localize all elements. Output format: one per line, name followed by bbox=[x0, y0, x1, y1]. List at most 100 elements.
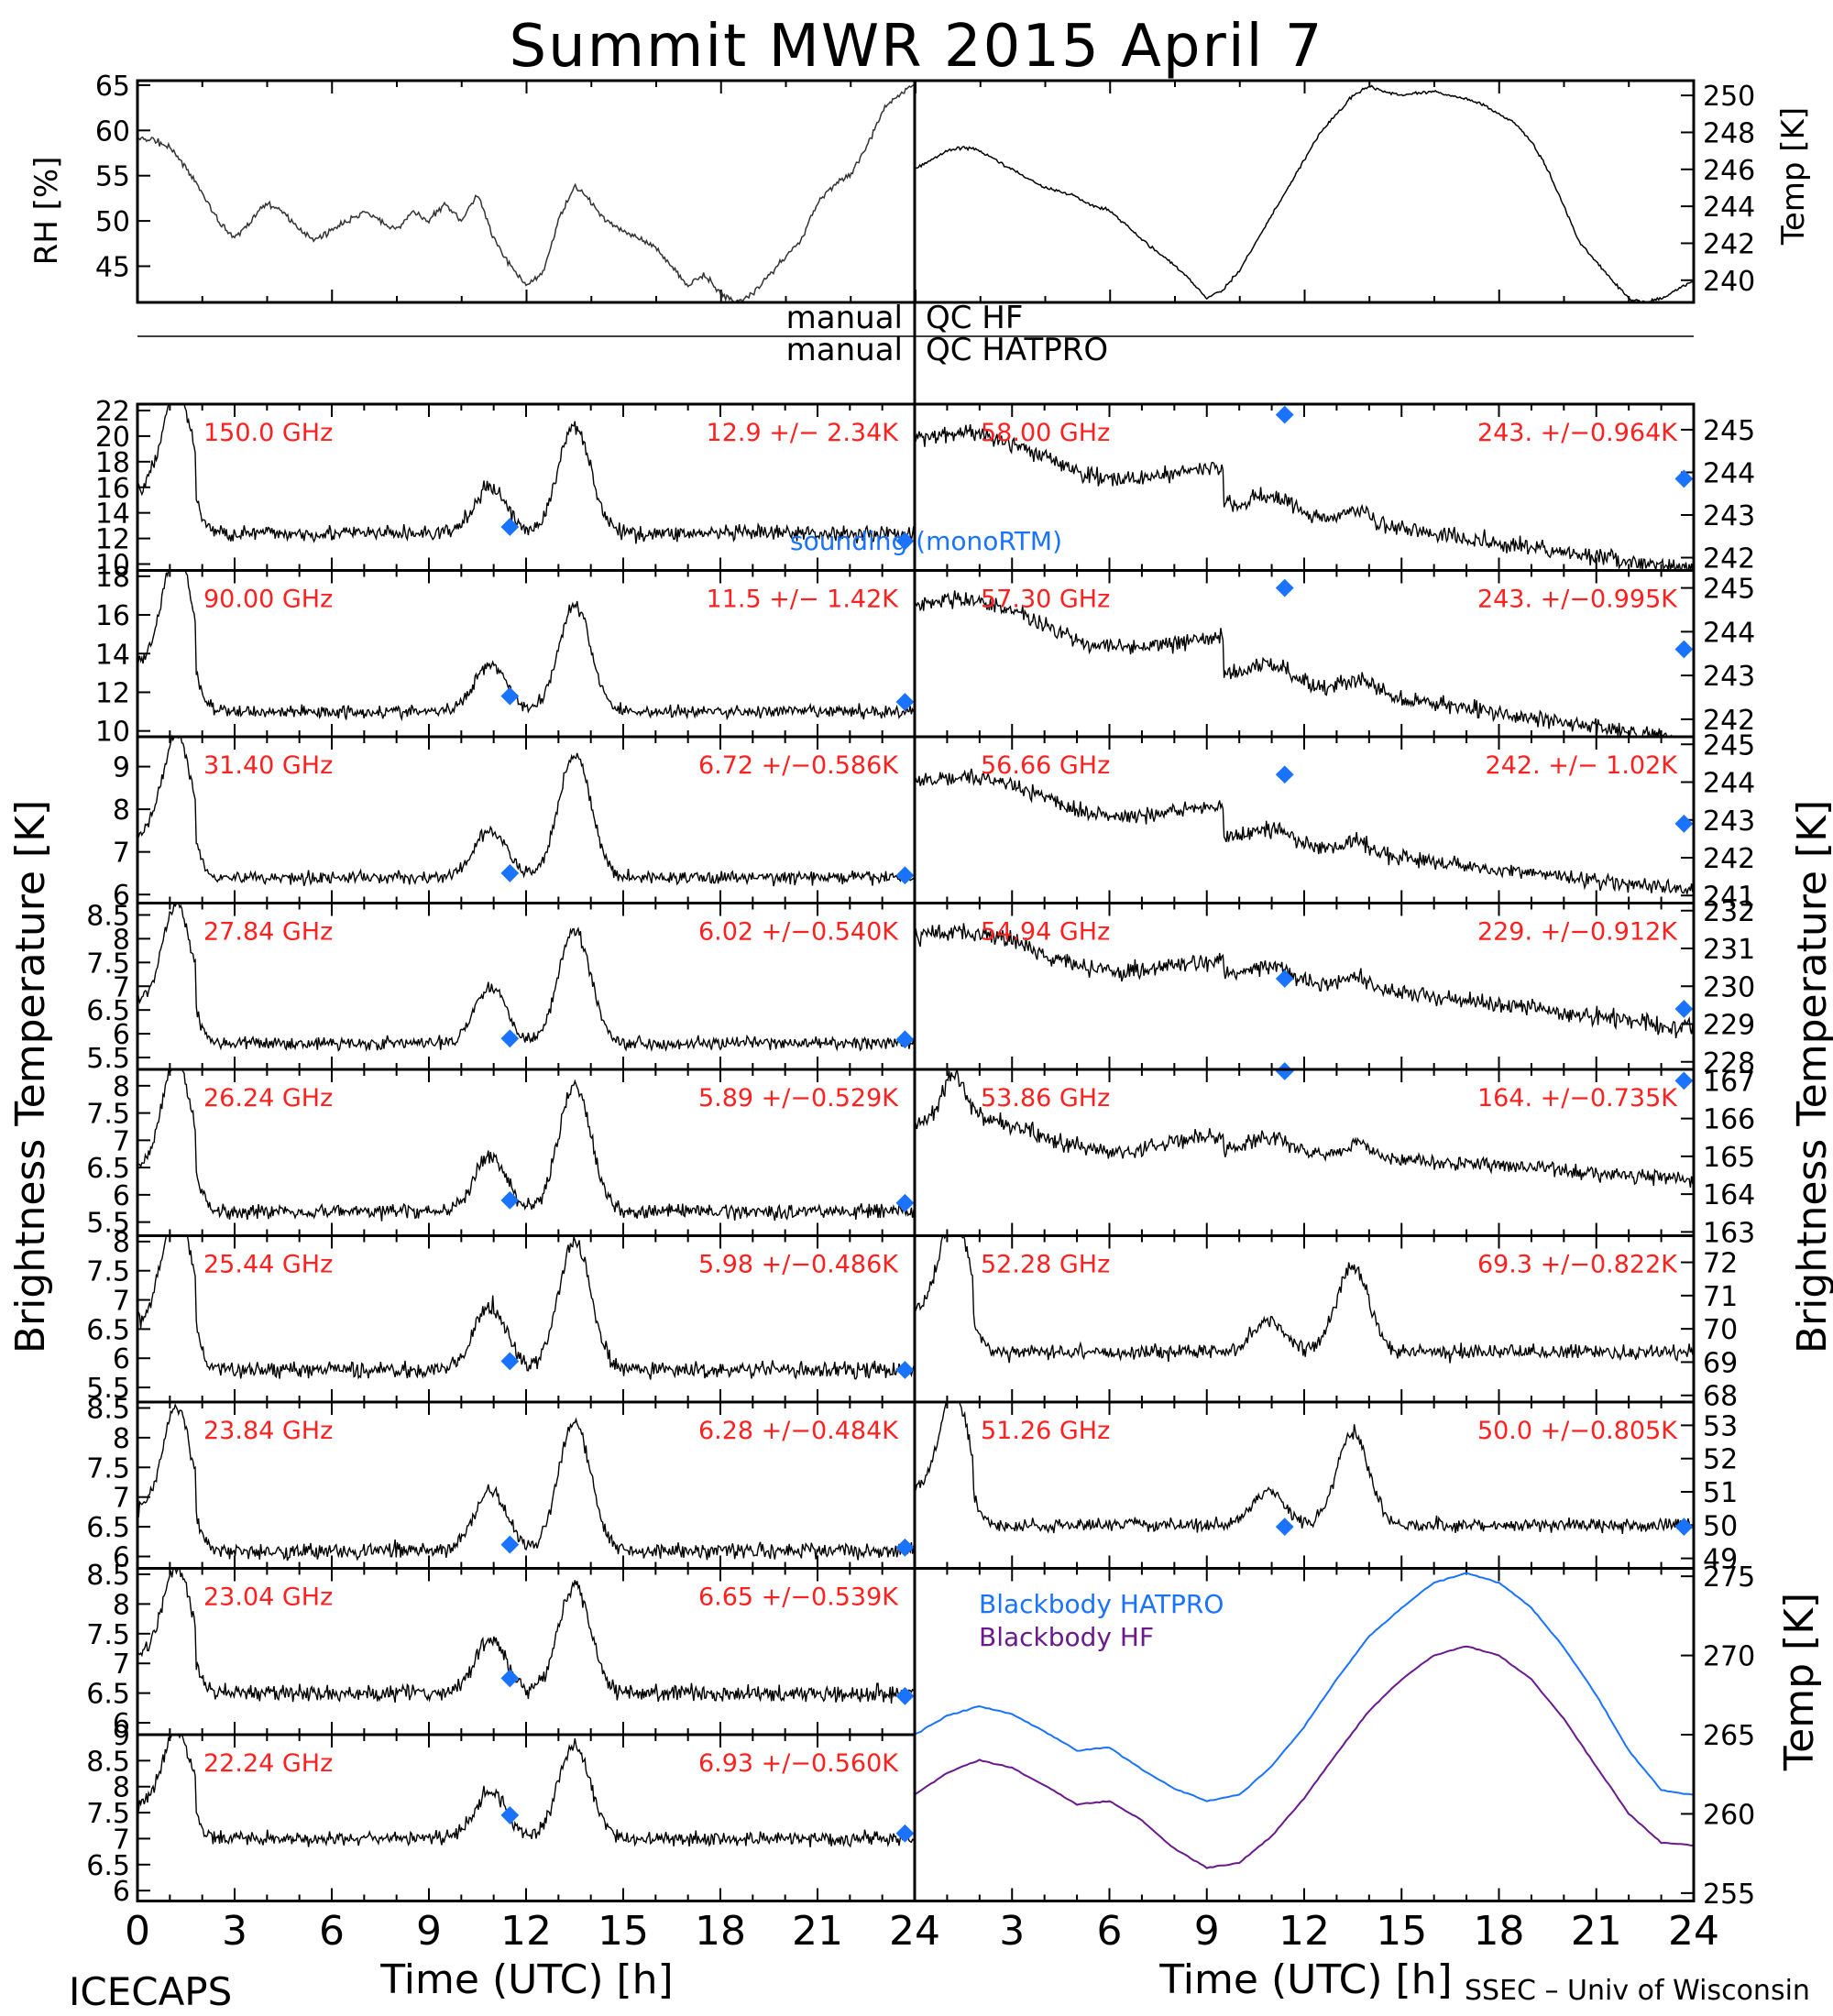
channel-label: 56.66 GHz bbox=[981, 751, 1110, 780]
y-tick-label: 7 bbox=[113, 971, 130, 1003]
y-tick-label: 5.5 bbox=[86, 1043, 130, 1075]
y-tick-label: 6 bbox=[113, 1180, 130, 1212]
y-tick-label: 230 bbox=[1703, 971, 1755, 1003]
y-tick-label: 68 bbox=[1703, 1381, 1738, 1413]
y-tick-label: 8.5 bbox=[86, 1560, 130, 1592]
tb-right-3-series bbox=[914, 923, 1695, 1039]
qc-manual-hf: manual bbox=[786, 300, 903, 336]
x-tick-label: 18 bbox=[1474, 1908, 1525, 1955]
y-tick-label: 10 bbox=[95, 550, 130, 582]
channel-stat: 229. +/−0.912K bbox=[1477, 918, 1678, 947]
y-tick-label: 7.5 bbox=[86, 1452, 130, 1485]
y-tick-label: 242 bbox=[1703, 228, 1755, 260]
chart-title: Summit MWR 2015 April 7 bbox=[510, 13, 1324, 81]
y-tick-label: 50 bbox=[95, 206, 130, 238]
model-diamond bbox=[1275, 765, 1294, 784]
y-tick-label: 52 bbox=[1703, 1444, 1738, 1476]
y-tick-label: 231 bbox=[1703, 934, 1755, 966]
qc-manual-hatpro: manual bbox=[786, 332, 903, 368]
channel-label: 31.40 GHz bbox=[203, 751, 333, 780]
channel-label: 22.24 GHz bbox=[203, 1749, 333, 1778]
y-tick-label: 7 bbox=[113, 838, 130, 870]
y-tick-label: 8 bbox=[113, 1772, 130, 1804]
y-tick-label: 7 bbox=[113, 1649, 130, 1681]
tb-right-2-series bbox=[914, 768, 1695, 894]
temp-bottom-axis-label: Temp [K] bbox=[1776, 1593, 1823, 1771]
y-tick-label: 6.5 bbox=[86, 1153, 130, 1185]
y-tick-label: 20 bbox=[95, 422, 130, 454]
y-tick-label: 7.5 bbox=[86, 1619, 130, 1651]
y-tick-label: 6 bbox=[113, 1876, 130, 1908]
tb-left-5: 5.566.577.58 25.44 GHz 5.98 +/−0.486K bbox=[86, 1227, 916, 1405]
channel-label: 53.86 GHz bbox=[981, 1084, 1110, 1112]
x-tick-label: 15 bbox=[1376, 1908, 1427, 1955]
model-diamond bbox=[500, 1535, 520, 1554]
channel-label: 150.0 GHz bbox=[203, 419, 333, 447]
y-tick-label: 7.5 bbox=[86, 948, 130, 980]
y-tick-label: 14 bbox=[95, 639, 130, 671]
channel-stat: 5.98 +/−0.486K bbox=[698, 1251, 899, 1279]
y-tick-label: 6.5 bbox=[86, 1512, 130, 1544]
y-tick-label: 14 bbox=[95, 499, 130, 531]
tb-left-7-series bbox=[137, 1567, 916, 1704]
y-tick-label: 244 bbox=[1703, 768, 1755, 800]
x-tick-label: 9 bbox=[1194, 1908, 1220, 1955]
tb-right-0-series bbox=[914, 423, 1695, 573]
y-tick-label: 245 bbox=[1703, 415, 1755, 447]
sounding-legend: sounding (monoRTM) bbox=[790, 526, 1062, 556]
tb-left-6-series bbox=[137, 1402, 916, 1561]
y-tick-label: 7 bbox=[113, 1286, 130, 1318]
channel-label: 57.30 GHz bbox=[981, 586, 1110, 614]
x-tick-label: 24 bbox=[889, 1908, 940, 1955]
model-diamond bbox=[1674, 1071, 1694, 1090]
x-tick-label: 12 bbox=[1279, 1908, 1330, 1955]
y-tick-label: 242 bbox=[1703, 705, 1755, 737]
channel-label: 27.84 GHz bbox=[203, 918, 333, 947]
y-tick-label: 6 bbox=[113, 1542, 130, 1574]
x-tick-label: 24 bbox=[1668, 1908, 1719, 1955]
channel-label: 51.26 GHz bbox=[981, 1417, 1110, 1445]
channel-stat: 6.93 +/−0.560K bbox=[698, 1749, 899, 1778]
model-diamond bbox=[500, 1029, 520, 1048]
y-tick-label: 7.5 bbox=[86, 1256, 130, 1288]
y-tick-label: 260 bbox=[1703, 1799, 1755, 1831]
y-tick-label: 9 bbox=[113, 1720, 130, 1752]
channel-label: 23.04 GHz bbox=[203, 1583, 333, 1612]
y-tick-label: 265 bbox=[1703, 1720, 1755, 1752]
channel-label: 54.94 GHz bbox=[981, 918, 1110, 947]
x-tick-label: 0 bbox=[125, 1908, 150, 1955]
y-tick-label: 7 bbox=[113, 1824, 130, 1856]
model-diamond bbox=[500, 686, 520, 706]
y-tick-label: 65 bbox=[95, 71, 130, 103]
y-tick-label: 12 bbox=[95, 524, 130, 556]
tb-left-2: 6 7 8 9 31.40 GHz 6.72 +/−0.586K bbox=[113, 734, 916, 912]
y-tick-label: 167 bbox=[1703, 1066, 1755, 1098]
rh-axis-label: RH [%] bbox=[28, 157, 65, 266]
y-tick-label: 232 bbox=[1703, 896, 1755, 928]
y-tick-label: 255 bbox=[1703, 1879, 1755, 1911]
footer-ssec: SSEC – Univ of Wisconsin bbox=[1465, 1975, 1810, 2007]
y-tick-label: 71 bbox=[1703, 1281, 1738, 1313]
channel-label: 23.84 GHz bbox=[203, 1417, 333, 1445]
y-tick-label: 6 bbox=[113, 880, 130, 912]
temp-series bbox=[914, 84, 1695, 303]
model-diamond bbox=[1674, 814, 1694, 833]
rh-series bbox=[137, 82, 916, 304]
legend-bb-hatpro: Blackbody HATPRO bbox=[979, 1589, 1224, 1619]
y-tick-label: 6 bbox=[113, 1343, 130, 1375]
channel-label: 26.24 GHz bbox=[203, 1084, 333, 1112]
model-diamond bbox=[1674, 469, 1694, 488]
y-tick-label: 242 bbox=[1703, 843, 1755, 875]
y-tick-label: 50 bbox=[1703, 1510, 1738, 1542]
y-tick-label: 6.5 bbox=[86, 1850, 130, 1882]
model-diamond bbox=[895, 1193, 915, 1212]
y-tick-label: 72 bbox=[1703, 1248, 1738, 1280]
model-diamond bbox=[895, 1361, 915, 1379]
tb-right-0: 242 243 244 245 58.00 GHz 243. +/−0.964K bbox=[914, 404, 1755, 575]
y-tick-label: 12 bbox=[95, 677, 130, 709]
model-diamond bbox=[1674, 1000, 1694, 1018]
channel-stat: 6.65 +/−0.539K bbox=[698, 1583, 899, 1612]
